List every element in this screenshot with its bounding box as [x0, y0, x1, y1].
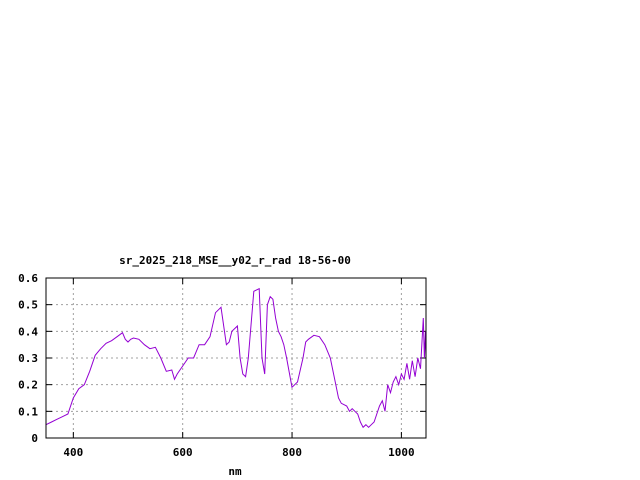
axis-ticks [46, 277, 426, 439]
y-tick-label: 0.5 [18, 299, 38, 312]
x-tick-label: 1000 [388, 446, 415, 459]
series-layer [45, 287, 427, 429]
grid [46, 278, 426, 438]
y-tick-label: 0.2 [18, 379, 38, 392]
chart-title: sr_2025_218_MSE__y02_r_rad 18-56-00 [119, 254, 351, 267]
y-tick-label: 0 [31, 432, 38, 445]
plot-frame [45, 277, 427, 439]
y-tick-label: 0.6 [18, 272, 38, 285]
x-tick-label: 800 [282, 446, 302, 459]
x-tick-label: 400 [63, 446, 83, 459]
y-tick-label: 0.3 [18, 352, 38, 365]
series-line [45, 287, 427, 429]
x-tick-label: 600 [173, 446, 193, 459]
tick-labels: 0 0.1 0.2 0.3 0.4 0.5 0.6 400 600 800 1000 [18, 272, 415, 459]
x-axis-label: nm [228, 465, 242, 478]
y-tick-label: 0.1 [18, 405, 38, 418]
y-tick-label: 0.4 [18, 325, 38, 338]
